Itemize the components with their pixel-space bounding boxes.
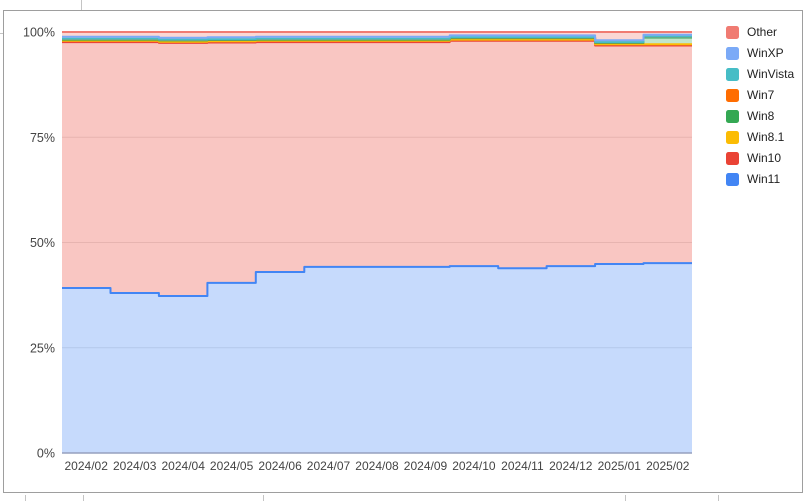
legend-label: Win10 bbox=[747, 151, 782, 165]
area-win10[interactable] bbox=[62, 40, 692, 296]
y-axis-tick-label: 25% bbox=[30, 341, 55, 355]
legend-item-win11: Win11 bbox=[726, 169, 794, 190]
x-axis-tick-label: 2024/12 bbox=[549, 459, 593, 473]
x-axis-tick-label: 2025/01 bbox=[598, 459, 642, 473]
legend-swatch-icon bbox=[726, 152, 739, 165]
x-axis-tick-label: 2024/02 bbox=[65, 459, 109, 473]
x-axis-tick-label: 2024/03 bbox=[113, 459, 157, 473]
chart-card bbox=[3, 10, 803, 493]
x-axis-tick-label: 2024/09 bbox=[404, 459, 448, 473]
legend-label: Other bbox=[747, 25, 778, 39]
x-axis-tick-label: 2025/02 bbox=[646, 459, 690, 473]
legend-swatch-icon bbox=[726, 110, 739, 123]
x-axis-tick-label: 2024/10 bbox=[452, 459, 496, 473]
legend-swatch-icon bbox=[726, 173, 739, 186]
chart-legend: Other WinXP WinVista Win7 Win8 Win8.1 Win10 Win… bbox=[726, 22, 794, 190]
legend-item-winxp: WinXP bbox=[726, 43, 794, 64]
legend-item-win8: Win8 bbox=[726, 106, 794, 127]
line-winxp bbox=[62, 33, 692, 42]
legend-swatch-icon bbox=[726, 89, 739, 102]
legend-item-win7: Win7 bbox=[726, 85, 794, 106]
x-axis-tick-label: 2024/06 bbox=[258, 459, 302, 473]
sheet-gridline-stub bbox=[625, 495, 626, 501]
x-axis-tick-label: 2024/07 bbox=[307, 459, 351, 473]
y-axis-tick-label: 50% bbox=[30, 236, 55, 250]
legend-swatch-icon bbox=[726, 68, 739, 81]
sheet-gridline-stub bbox=[718, 495, 719, 501]
legend-item-win10: Win10 bbox=[726, 148, 794, 169]
legend-label: WinXP bbox=[747, 46, 784, 60]
legend-label: Win7 bbox=[747, 88, 775, 102]
legend-swatch-icon bbox=[726, 47, 739, 60]
x-axis-tick-label: 2024/08 bbox=[355, 459, 399, 473]
legend-label: Win8 bbox=[747, 109, 775, 123]
x-axis-tick-label: 2024/05 bbox=[210, 459, 254, 473]
legend-swatch-icon bbox=[726, 131, 739, 144]
y-axis-tick-label: 100% bbox=[23, 26, 55, 40]
legend-label: Win8.1 bbox=[747, 130, 785, 144]
legend-label: Win11 bbox=[747, 172, 781, 186]
y-axis-tick-label: 0% bbox=[37, 447, 55, 461]
sheet-gridline-stub bbox=[25, 495, 26, 501]
legend-item-other: Other bbox=[726, 22, 794, 43]
sheet-gridline-stub bbox=[263, 495, 264, 501]
line-win11 bbox=[62, 262, 692, 297]
x-axis-tick-label: 2024/04 bbox=[162, 459, 206, 473]
sheet-gridline-stub bbox=[83, 495, 84, 501]
line-winvista bbox=[62, 35, 692, 44]
legend-label: WinVista bbox=[747, 67, 795, 81]
x-axis-tick-label: 2024/11 bbox=[501, 459, 544, 473]
legend-swatch-icon bbox=[726, 26, 739, 39]
area-win11[interactable] bbox=[62, 263, 692, 453]
sheet-gridline-stub bbox=[0, 33, 3, 34]
legend-item-winvista: WinVista bbox=[726, 64, 794, 85]
y-axis-tick-label: 75% bbox=[30, 131, 55, 145]
legend-item-win8.1: Win8.1 bbox=[726, 127, 794, 148]
sheet-gridline-stub bbox=[81, 0, 82, 10]
